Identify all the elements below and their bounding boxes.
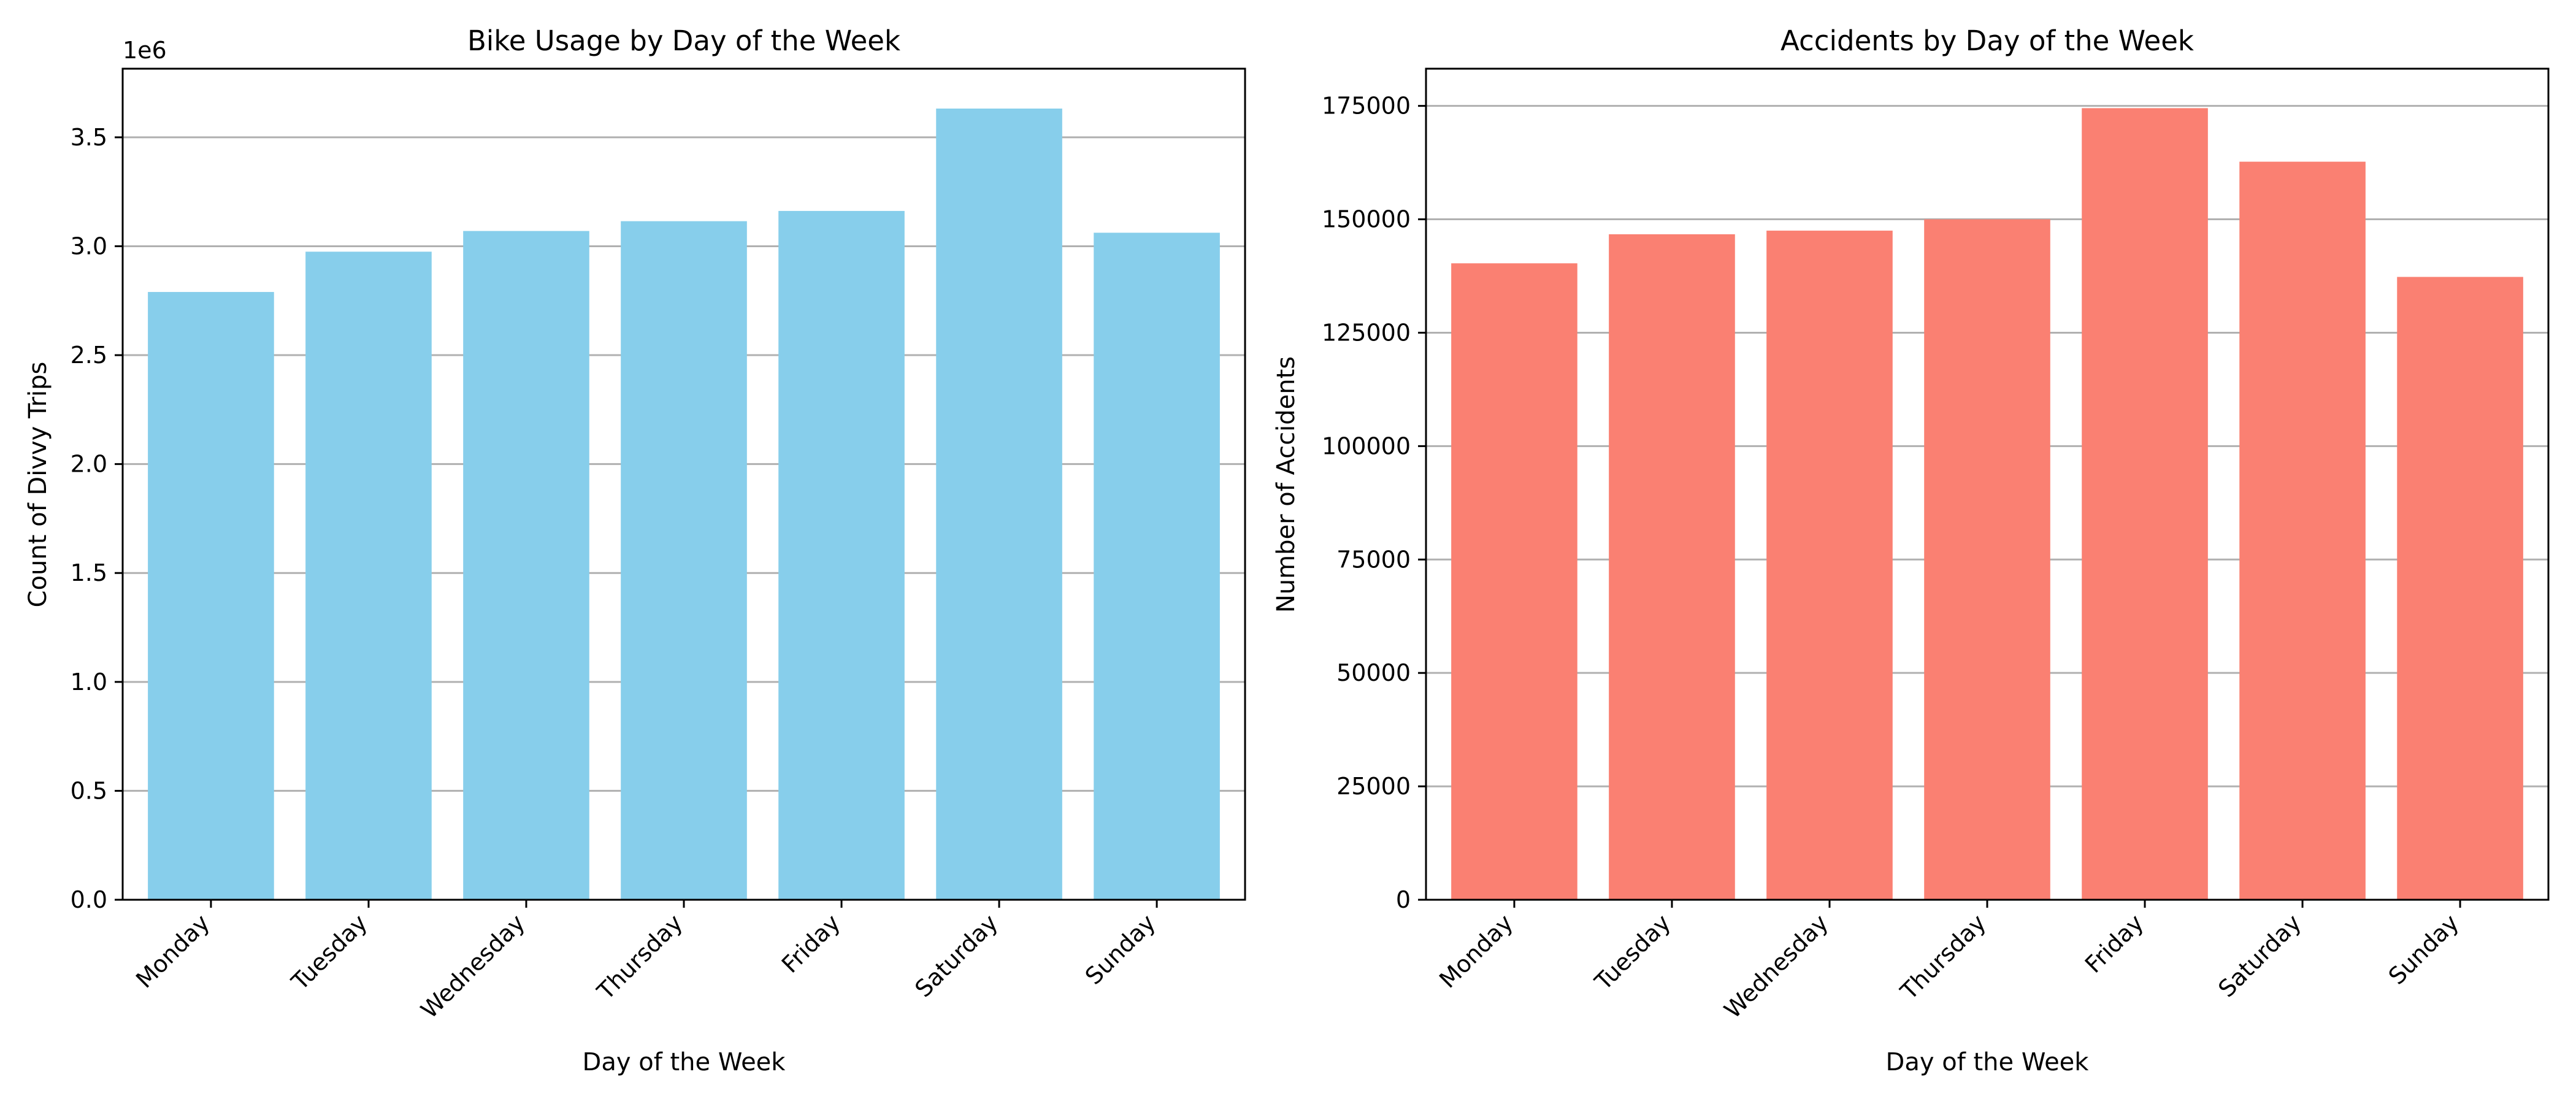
bar-saturday	[936, 108, 1062, 900]
bars	[148, 108, 1220, 900]
bike-usage-panel: Bike Usage by Day of the Week 1e6 Day of…	[24, 25, 1246, 1076]
bar-monday	[1451, 263, 1577, 900]
bar-wednesday	[463, 231, 589, 900]
y-offset-label: 1e6	[123, 37, 167, 64]
y-tick-label: 1.0	[71, 669, 107, 696]
x-tick-label: Monday	[1434, 909, 1518, 993]
y-axis-label: Number of Accidents	[1272, 356, 1300, 613]
x-tick-label: Tuesday	[1589, 909, 1676, 995]
y-tick-label: 0.5	[71, 777, 107, 804]
bar-friday	[778, 210, 905, 900]
chart-title: Bike Usage by Day of the Week	[467, 25, 900, 57]
x-tick-label: Sunday	[1080, 909, 1161, 990]
x-tick-label: Saturday	[2213, 909, 2306, 1002]
x-tick-label: Friday	[776, 909, 846, 978]
bar-friday	[2082, 108, 2208, 900]
x-axis-label: Day of the Week	[1886, 1048, 2090, 1076]
y-tick-label: 3.5	[71, 124, 107, 151]
y-tick-label: 3.0	[71, 232, 107, 259]
y-tick-label: 100000	[1322, 432, 1411, 459]
y-tick-label: 2.5	[71, 342, 107, 369]
y-tick-label: 125000	[1322, 319, 1411, 346]
x-axis-label: Day of the Week	[583, 1048, 786, 1076]
x-tick-label: Monday	[131, 909, 215, 993]
y-tick-label: 25000	[1336, 773, 1411, 800]
y-axis-label: Count of Divvy Trips	[24, 362, 52, 608]
chart-title: Accidents by Day of the Week	[1781, 25, 2194, 57]
bar-tuesday	[1609, 234, 1735, 900]
y-tick-label: 0	[1396, 886, 1411, 913]
bar-sunday	[2397, 277, 2523, 900]
bar-sunday	[1094, 232, 1220, 900]
x-axis-ticks: Monday Tuesday Wednesday Thursday Friday Satu…	[131, 900, 1160, 1024]
x-tick-label: Thursday	[1895, 909, 1991, 1005]
accidents-panel: Accidents by Day of the Week Day of the …	[1272, 25, 2550, 1076]
x-tick-label: Tuesday	[286, 909, 372, 995]
bar-monday	[148, 292, 274, 900]
bar-thursday	[1924, 219, 2050, 900]
y-tick-label: 0.0	[71, 886, 107, 913]
y-tick-label: 175000	[1322, 93, 1411, 120]
x-tick-label: Thursday	[592, 909, 688, 1005]
y-axis-ticks: 0.0 0.5 1.0 1.5 2.0 2.5 3.0 3.5	[71, 124, 123, 913]
x-tick-label: Wednesday	[1719, 909, 1834, 1024]
y-tick-label: 50000	[1336, 659, 1411, 686]
x-tick-label: Wednesday	[416, 909, 531, 1024]
bar-wednesday	[1766, 231, 1893, 900]
x-axis-ticks: Monday Tuesday Wednesday Thursday Friday Satu…	[1434, 900, 2464, 1024]
y-tick-label: 2.0	[71, 451, 107, 478]
bar-tuesday	[305, 251, 432, 900]
bar-thursday	[621, 221, 747, 900]
x-tick-label: Sunday	[2383, 909, 2464, 990]
x-tick-label: Friday	[2080, 909, 2149, 978]
y-tick-label: 1.5	[71, 559, 107, 586]
y-tick-label: 75000	[1336, 546, 1411, 573]
y-tick-label: 150000	[1322, 206, 1411, 233]
y-axis-ticks: 0 25000 50000 75000 100000 125000 150000 175000	[1322, 93, 1426, 913]
bar-saturday	[2239, 161, 2366, 900]
x-tick-label: Saturday	[910, 909, 1003, 1002]
bars	[1451, 108, 2523, 900]
